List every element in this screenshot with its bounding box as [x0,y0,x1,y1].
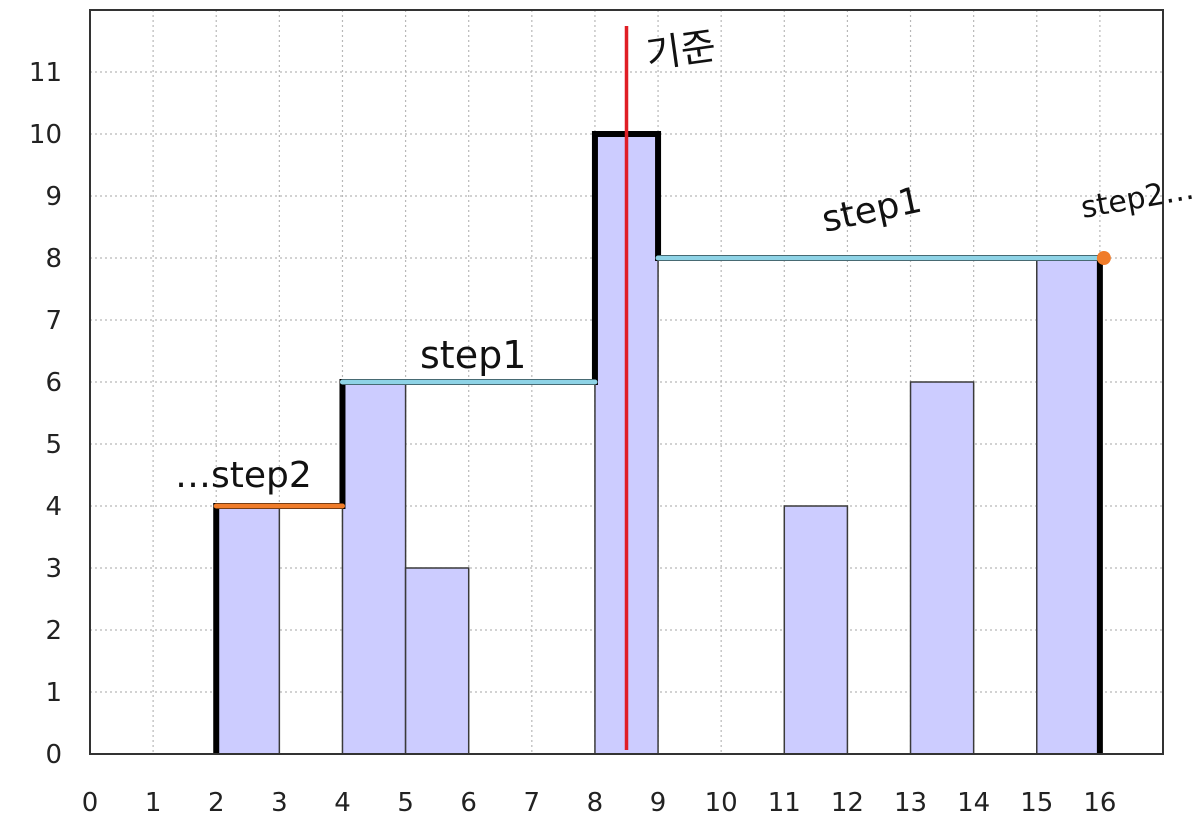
x-tick-label: 7 [524,788,541,818]
y-tick-label: 3 [45,554,62,584]
y-tick-label: 2 [45,616,62,646]
step2-label-right: step2… [1078,172,1195,226]
hand-labels: …step2 step1 step1 step2… 기준 [175,24,1195,496]
y-tick-label: 8 [45,244,62,274]
step2-label-left: …step2 [175,455,312,496]
step1-label-right: step1 [818,180,925,241]
x-tick-label: 16 [1083,788,1116,818]
x-tick-label: 10 [705,788,738,818]
x-tick-label: 0 [82,788,99,818]
x-tick-label: 4 [334,788,351,818]
y-tick-label: 5 [45,430,62,460]
plot-frame [89,9,1164,755]
y-tick-label: 10 [29,120,62,150]
y-tick-label: 11 [29,58,62,88]
x-axis-tick-labels: 0 1 2 3 4 5 6 7 8 9 10 11 12 13 14 15 16 [82,788,1117,818]
y-tick-label: 9 [45,182,62,212]
x-tick-label: 9 [650,788,667,818]
step1-label-left: step1 [420,333,526,377]
x-tick-label: 12 [831,788,864,818]
x-tick-label: 2 [208,788,225,818]
y-tick-label: 0 [45,740,62,770]
y-axis-tick-labels: 0 1 2 3 4 5 6 7 8 9 10 11 [29,58,62,770]
bar [215,505,281,755]
pivot-label: 기준 [643,24,718,77]
x-tick-label: 11 [768,788,801,818]
x-tick-label: 5 [397,788,414,818]
x-tick-label: 6 [460,788,477,818]
bar [909,381,975,755]
step2-marker [1096,251,1111,265]
x-tick-label: 14 [957,788,990,818]
x-tick-label: 1 [145,788,162,818]
bar [783,505,849,755]
y-tick-label: 6 [45,368,62,398]
y-tick-label: 7 [45,306,62,336]
bar [1036,257,1101,755]
y-tick-label: 4 [45,492,62,522]
y-tick-label: 1 [45,678,62,708]
x-tick-label: 3 [271,788,288,818]
bar [404,567,470,755]
bar [341,381,407,755]
x-tick-label: 15 [1020,788,1053,818]
x-tick-label: 13 [894,788,927,818]
x-tick-label: 8 [587,788,604,818]
annotations [213,26,1111,750]
